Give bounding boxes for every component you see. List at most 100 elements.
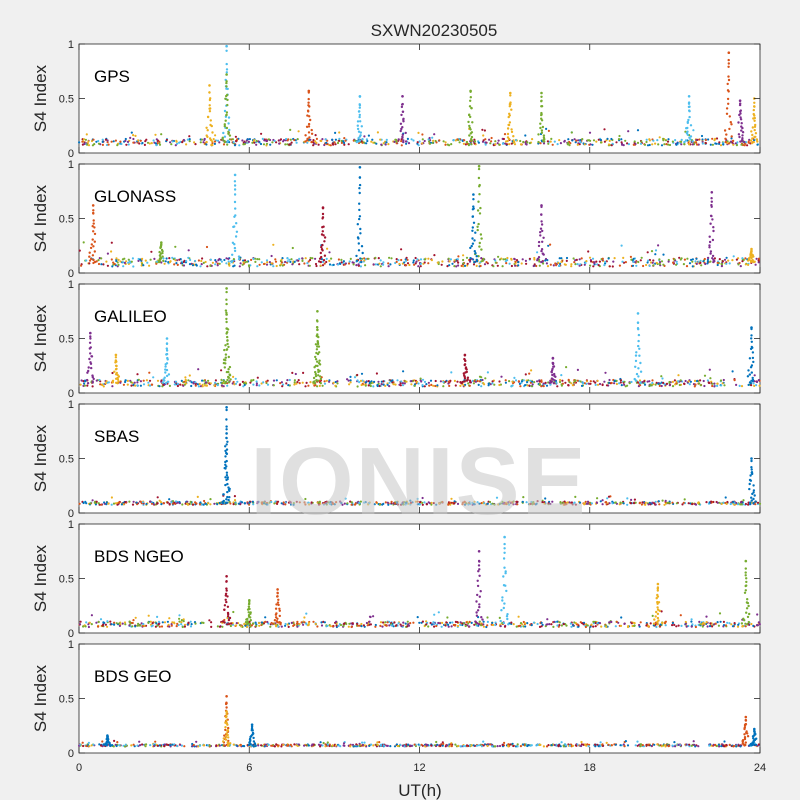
data-point [243,382,246,385]
data-point [697,501,700,505]
data-point [395,140,398,143]
data-point [540,111,543,115]
data-point [456,502,460,505]
data-point [91,254,95,257]
data-point [747,369,750,372]
data-point [225,448,229,451]
data-point [113,370,116,373]
data-point [748,487,751,491]
data-point [425,503,428,506]
data-point [456,258,459,261]
data-point [365,138,368,141]
data-point [725,112,729,116]
data-point [533,258,536,261]
peak-point [89,331,92,335]
data-point [189,258,192,262]
data-point [725,256,728,259]
data-point [651,501,654,504]
data-point [635,351,638,354]
data-point [727,62,730,65]
data-point [211,131,214,134]
data-point [594,381,597,384]
data-point [636,740,639,743]
data-point [470,244,473,248]
data-point [228,138,231,141]
data-point [640,256,643,259]
data-point [550,623,553,626]
data-point [247,605,251,608]
data-point [558,621,561,624]
data-point [710,380,713,383]
peak-point [358,166,362,169]
data-point [706,379,710,382]
data-point [256,500,259,504]
data-point [476,622,479,625]
data-point [171,256,174,259]
data-point [191,264,195,267]
data-point [292,502,295,505]
data-point [276,500,280,503]
data-point [568,501,571,504]
data-point [248,622,252,626]
data-point [487,384,490,387]
data-point [235,624,238,627]
data-point [747,140,750,143]
data-point [717,743,721,746]
data-point [502,606,505,610]
data-point [224,476,227,479]
data-point [235,230,239,233]
data-point [433,622,436,626]
data-point [154,142,157,145]
data-point [601,503,604,506]
data-point [371,138,374,141]
data-point [363,135,366,138]
data-point [106,620,109,623]
data-point [469,99,472,103]
data-point [272,384,275,387]
data-point [540,621,543,624]
data-point [641,501,644,504]
data-point [748,373,751,376]
data-point [314,622,317,626]
data-point [484,138,487,141]
data-point [222,493,225,496]
data-point [286,139,289,142]
data-point [278,609,281,612]
data-point [629,255,633,258]
data-point [314,374,318,378]
data-point [540,99,543,103]
data-point [638,501,642,504]
data-point [539,122,542,125]
data-point [651,614,654,618]
data-point [119,260,122,263]
data-point [342,260,345,263]
data-point [450,625,453,628]
data-point [663,622,667,625]
data-point [220,260,223,263]
data-point [224,445,227,448]
data-point [675,143,678,146]
data-point [487,382,490,385]
data-point [138,142,141,145]
data-point [113,623,116,626]
data-point [636,129,640,132]
data-point [237,502,240,505]
data-point [360,125,363,128]
data-point [252,622,255,625]
data-point [273,502,276,505]
data-point [254,260,257,263]
data-point [686,120,689,124]
data-point [127,258,130,261]
data-point [585,380,589,383]
data-point [315,326,319,329]
data-point [480,376,483,379]
data-point [114,356,118,359]
peak-point [509,91,512,95]
data-point [471,237,474,240]
spike-series [111,353,121,385]
data-point [453,379,456,382]
data-point [404,622,407,625]
data-point [753,135,756,139]
data-point [686,257,689,260]
data-point [166,620,169,623]
